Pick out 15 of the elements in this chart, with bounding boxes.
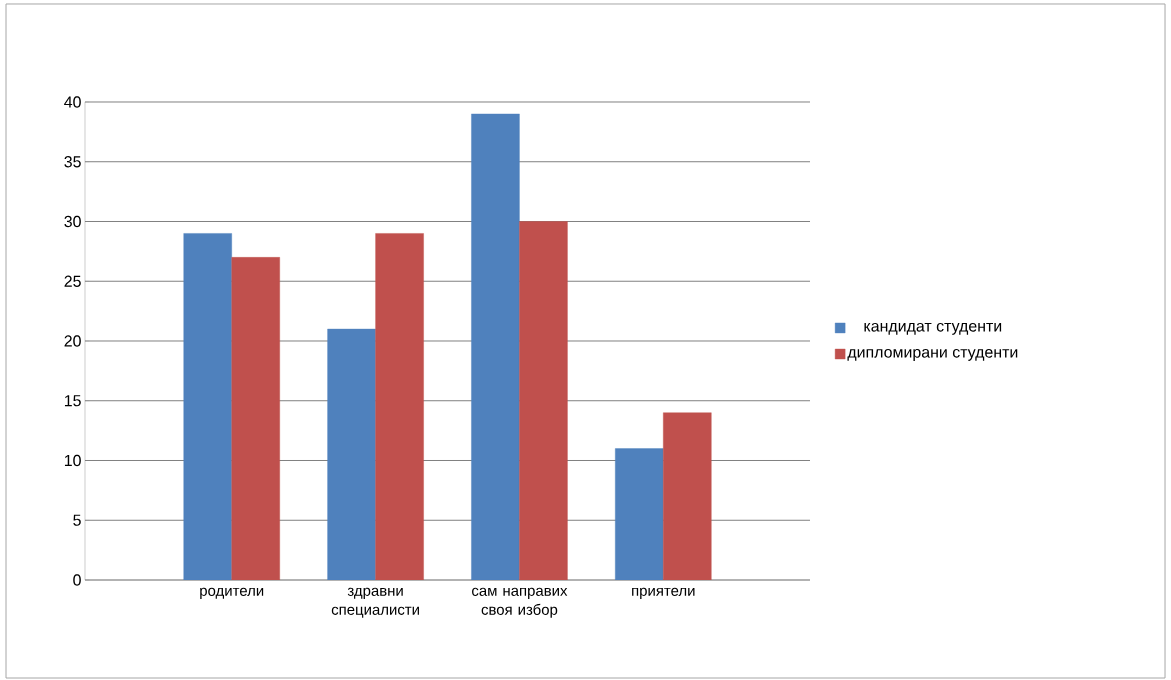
x-tick-label: сам направих своя избор — [472, 587, 568, 618]
y-tick-label: 35 — [64, 156, 81, 168]
x-tick-label: здравни специалисти — [331, 587, 419, 618]
legend-label: кандидат студенти — [864, 322, 1002, 335]
y-tick-label: 30 — [64, 215, 81, 228]
y-tick-label: 20 — [64, 335, 81, 347]
y-tick-label: 5 — [73, 514, 81, 526]
x-tick-label: приятели — [632, 587, 695, 599]
legend-label: дипломирани студенти — [847, 348, 1018, 361]
y-tick-label: 25 — [64, 275, 81, 287]
x-tick-label: родители — [200, 587, 264, 599]
y-tick-label: 10 — [64, 454, 81, 467]
y-tick-label: 15 — [64, 395, 81, 407]
y-tick-label: 40 — [64, 96, 81, 108]
y-tick-label: 0 — [73, 574, 81, 586]
